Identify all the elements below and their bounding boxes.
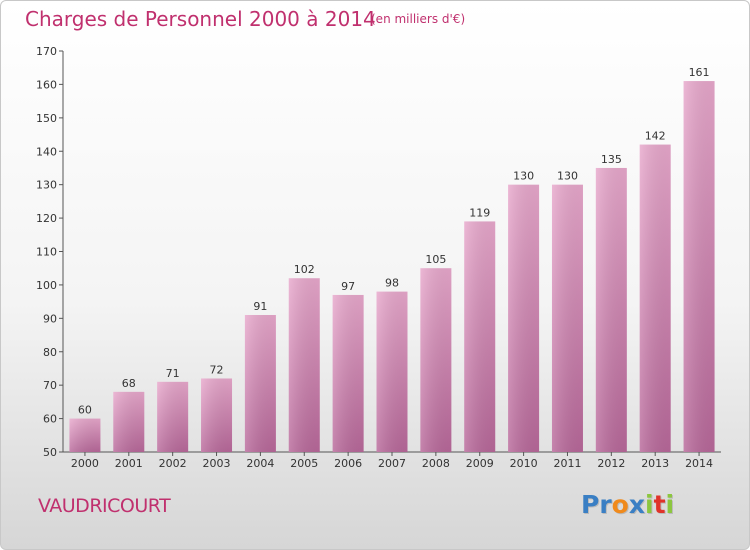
data-label: 130 [557,170,578,183]
proxiti-logo: Proxiti [581,490,674,519]
chart-title: Charges de Personnel 2000 à 2014 [25,7,376,31]
y-tick-label: 50 [43,446,57,459]
data-label: 71 [166,367,180,380]
data-label: 105 [425,253,446,266]
bar-shade [201,378,233,452]
data-label: 142 [645,130,666,143]
logo-letter: r [599,490,612,519]
chart-subtitle: (en milliers d'€) [371,12,466,26]
y-tick-label: 110 [36,246,57,259]
bar-shade [595,167,627,453]
y-tick-label: 130 [36,179,57,192]
x-tick-label: 2006 [334,457,362,470]
data-label: 119 [469,206,490,219]
x-tick-label: 2000 [71,457,99,470]
data-label: 98 [385,277,399,290]
y-tick-label: 70 [43,379,57,392]
x-tick-label: 2010 [510,457,538,470]
y-tick-label: 60 [43,413,57,426]
logo-letter: P [581,490,600,519]
bar-shade [332,294,364,452]
y-tick-label: 150 [36,112,57,125]
data-label: 130 [513,170,534,183]
bar-shade [639,144,671,453]
x-tick-label: 2003 [203,457,231,470]
x-tick-label: 2002 [159,457,187,470]
bar-shade [420,268,452,452]
y-tick-label: 90 [43,312,57,325]
x-tick-label: 2011 [553,457,581,470]
data-label: 102 [294,263,315,276]
y-tick-label: 160 [36,78,57,91]
bar-shade [69,418,101,452]
x-tick-label: 2014 [685,457,713,470]
data-label: 97 [341,280,355,293]
data-label: 60 [78,404,92,417]
x-tick-label: 2005 [290,457,318,470]
x-tick-label: 2001 [115,457,143,470]
logo-letter: o [611,490,629,519]
x-tick-label: 2004 [246,457,274,470]
bar-shade [683,81,715,452]
bar-shade [113,391,145,452]
y-tick-label: 120 [36,212,57,225]
bar-shade [157,381,189,452]
y-tick-label: 140 [36,145,57,158]
y-tick-label: 100 [36,279,57,292]
logo-letter: x [628,490,645,519]
x-tick-label: 2013 [641,457,669,470]
bar-shade [551,184,583,452]
bar-shade [464,221,496,452]
x-tick-label: 2007 [378,457,406,470]
y-tick-label: 170 [36,45,57,58]
bar-shade [376,291,408,452]
logo-letter: i [645,490,654,519]
x-tick-label: 2012 [597,457,625,470]
commune-name: VAUDRICOURT [38,495,171,517]
x-tick-label: 2009 [466,457,494,470]
data-label: 161 [689,66,710,79]
x-tick-label: 2008 [422,457,450,470]
bar-shade [508,184,540,452]
data-label: 72 [210,363,224,376]
data-label: 91 [253,300,267,313]
y-tick-label: 80 [43,346,57,359]
logo-letter: t [653,490,666,519]
data-label: 135 [601,153,622,166]
data-label: 68 [122,377,136,390]
logo-letter: i [665,490,675,519]
bar-shade [288,278,320,452]
bar-shade [244,314,276,452]
